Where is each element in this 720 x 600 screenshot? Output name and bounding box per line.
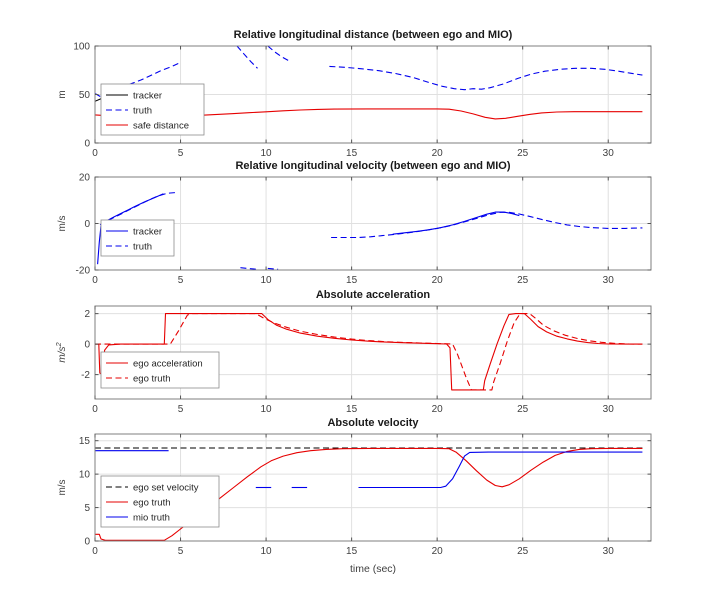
legend-box xyxy=(100,83,205,136)
chart-title: Absolute velocity xyxy=(327,417,419,429)
legend-label: ego truth xyxy=(133,497,171,508)
series-group xyxy=(95,447,643,541)
y-tick-label: -2 xyxy=(81,370,90,381)
x-tick-label: 25 xyxy=(517,275,529,286)
x-tick-label: 10 xyxy=(261,404,273,415)
legend: ego set velocity ego truth mio truth xyxy=(100,475,220,528)
chart-svg-2: 0 5 10 15 20 25 30 -2 0 2 Absolute acceleration m/s… xyxy=(54,289,652,415)
y-tick-label: 0 xyxy=(84,340,90,351)
chart-svg-0: 0 5 10 15 20 25 30 0 50 100 Relative longitudinal … xyxy=(57,29,652,159)
legend: tracker truth safe distance xyxy=(100,83,205,136)
x-tick-label: 5 xyxy=(178,275,184,286)
y-tick-label: 100 xyxy=(73,42,90,53)
x-tick-label: 10 xyxy=(261,275,273,286)
chart-title: Absolute acceleration xyxy=(316,289,431,301)
x-tick-label: 30 xyxy=(603,148,615,159)
x-tick-label: 15 xyxy=(346,275,358,286)
legend-box xyxy=(100,219,175,257)
series-mio-truth xyxy=(358,451,643,489)
subplot-absolute-velocity: 0 5 10 15 20 25 30 0 5 10 15 Absolute velocity m/s ti… xyxy=(0,410,720,594)
x-tick-label: 30 xyxy=(603,275,615,286)
x-tick-label: 5 xyxy=(178,546,184,557)
y-tick-label: 20 xyxy=(79,173,91,184)
legend-label: truth xyxy=(133,241,152,252)
x-tick-label: 15 xyxy=(346,404,358,415)
series-truth xyxy=(236,46,258,69)
x-tick-label: 25 xyxy=(517,546,529,557)
legend-label: ego truth xyxy=(133,373,171,384)
x-tick-label: 5 xyxy=(178,404,184,415)
series-ego-truth xyxy=(95,313,643,391)
legend-box xyxy=(100,351,220,389)
series-truth xyxy=(331,211,643,239)
x-tick-label: 15 xyxy=(346,148,358,159)
series-ego-truth xyxy=(95,447,643,541)
y-axis-label: m/s xyxy=(57,215,68,231)
subplot-relative-longitudinal-velocity: 0 5 10 15 20 25 30 -20 0 20 Relative longitudinal … xyxy=(0,153,720,299)
x-tick-label: 30 xyxy=(603,546,615,557)
y-tick-label: 50 xyxy=(79,90,91,101)
x-tick-label: 25 xyxy=(517,148,529,159)
series-truth xyxy=(329,65,643,91)
y-tick-label: 0 xyxy=(84,219,90,230)
x-tick-label: 20 xyxy=(432,404,444,415)
y-tick-label: 0 xyxy=(84,537,90,548)
x-tick-label: 10 xyxy=(261,546,273,557)
x-tick-label: 20 xyxy=(432,148,444,159)
legend: tracker truth xyxy=(100,219,175,257)
legend-label: safe distance xyxy=(133,120,189,131)
legend-label: truth xyxy=(133,105,152,116)
y-tick-label: 2 xyxy=(84,309,90,320)
series-truth xyxy=(99,192,176,226)
subplot-absolute-acceleration: 0 5 10 15 20 25 30 -2 0 2 Absolute acceleration m/s… xyxy=(0,282,720,428)
y-axis-label: m/s xyxy=(57,479,68,495)
legend-label: ego acceleration xyxy=(133,358,203,369)
y-axis-label: m/s2 xyxy=(54,342,68,363)
x-tick-label: 0 xyxy=(92,275,98,286)
subplot-relative-longitudinal-distance: 0 5 10 15 20 25 30 0 50 100 Relative longitudinal … xyxy=(0,22,720,172)
x-tick-label: 10 xyxy=(261,148,273,159)
y-axis-label: m xyxy=(57,90,68,98)
axes-box xyxy=(94,305,652,400)
series-truth xyxy=(240,267,258,270)
x-tick-label: 0 xyxy=(92,546,98,557)
series-ego-acceleration xyxy=(95,313,643,391)
x-axis-label: time (sec) xyxy=(350,563,396,575)
x-tick-label: 25 xyxy=(517,404,529,415)
y-tick-label: 10 xyxy=(79,470,91,481)
x-tick-label: 0 xyxy=(92,404,98,415)
y-tick-label: -20 xyxy=(76,266,91,277)
legend-label: ego set velocity xyxy=(133,482,199,493)
series-group xyxy=(95,313,643,391)
x-tick-label: 0 xyxy=(92,148,98,159)
x-tick-label: 20 xyxy=(432,546,444,557)
chart-title: Relative longitudinal distance (between … xyxy=(234,29,513,41)
series-group xyxy=(97,192,643,270)
x-tick-label: 20 xyxy=(432,275,444,286)
legend-label: tracker xyxy=(133,90,162,101)
chart-title: Relative longitudinal velocity (between … xyxy=(235,160,510,172)
x-tick-label: 5 xyxy=(178,148,184,159)
y-tick-label: 15 xyxy=(79,436,91,447)
legend-label: mio truth xyxy=(133,512,170,523)
legend: ego acceleration ego truth xyxy=(100,351,220,389)
series-truth xyxy=(267,267,279,270)
chart-svg-3: 0 5 10 15 20 25 30 0 5 10 15 Absolute velocity m/s ti… xyxy=(57,417,652,575)
series-truth xyxy=(267,46,289,61)
x-tick-label: 15 xyxy=(346,546,358,557)
y-tick-label: 0 xyxy=(84,139,90,150)
axes-box xyxy=(94,433,652,542)
legend-label: tracker xyxy=(133,226,162,237)
x-tick-label: 30 xyxy=(603,404,615,415)
y-tick-label: 5 xyxy=(84,503,90,514)
